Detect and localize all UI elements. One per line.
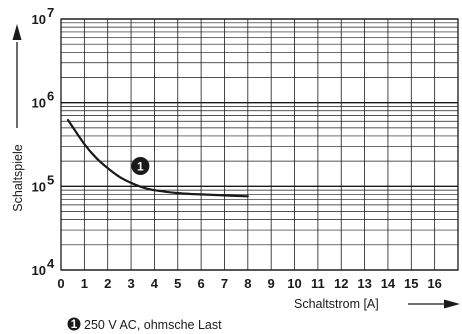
x-tick-label: 3 [127, 276, 134, 291]
x-tick-label: 7 [221, 276, 228, 291]
x-tick-label: 14 [381, 276, 396, 291]
x-tick-label: 6 [198, 276, 205, 291]
x-tick-label: 9 [268, 276, 275, 291]
legend-text: 250 V AC, ohmsche Last [84, 318, 222, 332]
y-tick-exponent: 5 [47, 172, 54, 187]
x-tick-label: 10 [287, 276, 301, 291]
y-axis-label-group: Schaltspiele [11, 24, 25, 212]
x-tick-label: 11 [311, 276, 325, 291]
y-tick-exponent: 7 [47, 5, 54, 20]
y-tick-exponent: 4 [47, 256, 55, 271]
series-marker [131, 156, 150, 175]
series-layer: 1 [66, 118, 249, 198]
y-tick-label: 10 [32, 179, 46, 194]
grid [60, 18, 459, 271]
y-tick-exponent: 6 [47, 89, 54, 104]
x-tick-label: 0 [57, 276, 64, 291]
x-tick-label: 4 [151, 276, 159, 291]
x-axis-label: Schaltstrom [A] [294, 297, 379, 311]
x-tick-label: 13 [357, 276, 371, 291]
x-tick-label: 8 [244, 276, 251, 291]
legend: 1 250 V AC, ohmsche Last [67, 317, 222, 332]
x-tick-label: 2 [104, 276, 111, 291]
y-axis-arrow-head [12, 24, 22, 40]
legend-marker [67, 317, 81, 331]
legend-marker-label: 1 [71, 317, 78, 331]
x-tick-label: 1 [81, 276, 88, 291]
y-axis-label: Schaltspiele [11, 144, 25, 211]
plot-frame [60, 18, 459, 271]
series-marker-label: 1 [137, 159, 144, 173]
y-tick-label: 10 [32, 263, 46, 278]
y-tick-label: 10 [32, 12, 46, 27]
x-tick-label: 12 [334, 276, 348, 291]
x-tick-label: 15 [404, 276, 418, 291]
series-line [66, 118, 249, 198]
x-tick-label: 5 [174, 276, 181, 291]
y-tick-label: 10 [32, 96, 46, 111]
x-axis-label-group: Schaltstrom [A] [294, 297, 460, 311]
x-axis-arrow-head [444, 299, 460, 309]
x-tick-label: 16 [427, 276, 441, 291]
